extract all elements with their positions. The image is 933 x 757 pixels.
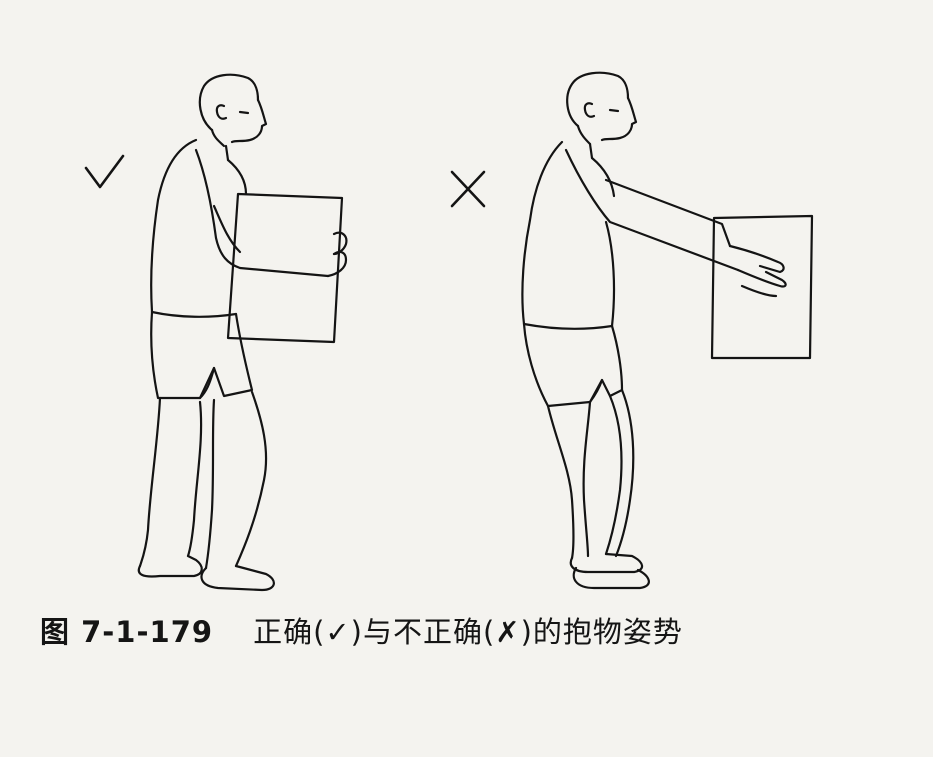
posture-illustration [84,71,814,592]
figure-caption: 图 7-1-179 正确(✓)与不正确(✗)的抱物姿势 [40,608,900,652]
figure-title: 正确(✓)与不正确(✗)的抱物姿势 [253,615,683,649]
figure-number: 图 7-1-179 [40,615,214,649]
correct-check-icon [84,154,125,189]
correct-posture-figure [137,73,348,592]
incorrect-posture-figure [521,71,814,590]
wrong-cross-icon [450,170,486,208]
